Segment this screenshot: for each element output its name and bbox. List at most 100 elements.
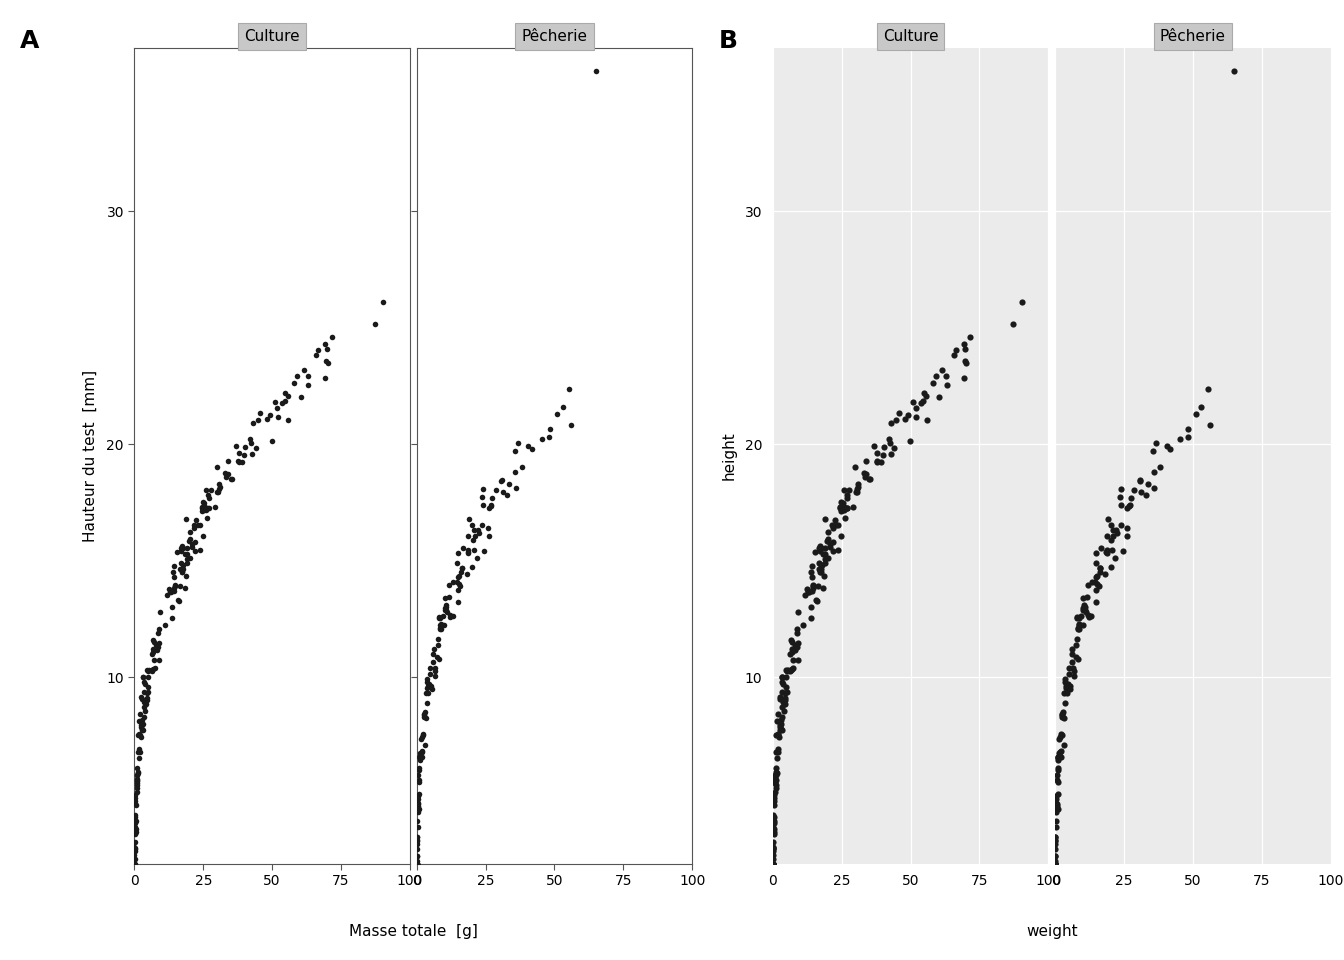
Point (133, 699, 155, 714)
Point (169, 579, 191, 594)
Point (171, 540, 192, 556)
Point (1044, 828, 1066, 844)
Point (195, 499, 216, 515)
Point (409, 749, 430, 764)
Point (124, 856, 145, 872)
Point (157, 581, 179, 596)
Point (1046, 797, 1067, 812)
Point (462, 532, 484, 547)
Point (274, 394, 296, 409)
Point (1074, 600, 1095, 615)
Point (517, 438, 539, 453)
Point (321, 329, 343, 345)
Point (771, 709, 793, 725)
Point (1136, 488, 1157, 503)
Point (829, 499, 851, 515)
Point (1046, 789, 1067, 804)
Point (306, 342, 328, 357)
Point (192, 494, 214, 510)
Point (406, 856, 427, 872)
Point (770, 716, 792, 732)
Point (124, 797, 145, 812)
Point (1046, 813, 1067, 828)
Point (235, 439, 257, 454)
Point (774, 693, 796, 708)
Point (1077, 589, 1098, 605)
Point (435, 602, 457, 617)
Point (1050, 744, 1071, 759)
Point (559, 381, 581, 396)
Point (765, 760, 786, 776)
Point (805, 592, 827, 608)
Point (171, 539, 192, 554)
Point (207, 485, 228, 500)
Point (1052, 737, 1074, 753)
Point (855, 466, 876, 481)
Point (531, 431, 552, 446)
Point (448, 577, 469, 592)
Point (771, 699, 793, 714)
Point (176, 556, 198, 571)
Point (423, 660, 445, 675)
Point (407, 795, 429, 810)
Point (418, 678, 439, 693)
Point (407, 801, 429, 816)
Point (316, 342, 337, 357)
Point (462, 517, 484, 533)
Point (1068, 616, 1090, 632)
Point (468, 525, 489, 540)
Point (126, 771, 148, 786)
Point (472, 517, 493, 533)
Point (781, 633, 802, 648)
Point (407, 792, 429, 807)
Point (245, 441, 266, 456)
Point (161, 611, 183, 626)
Point (126, 775, 148, 790)
Point (805, 544, 827, 560)
Point (132, 721, 153, 736)
Point (410, 732, 431, 747)
Point (452, 561, 473, 576)
Point (176, 551, 198, 566)
Point (191, 500, 212, 516)
Point (823, 534, 844, 549)
Title: Culture: Culture (245, 29, 300, 44)
Point (1145, 436, 1167, 451)
Point (184, 534, 206, 549)
Point (406, 856, 427, 872)
Point (1086, 577, 1107, 592)
Point (1142, 443, 1164, 458)
Point (137, 670, 159, 685)
Point (297, 377, 319, 393)
Point (190, 517, 211, 533)
Point (1142, 465, 1164, 480)
Point (266, 400, 288, 416)
Point (192, 529, 214, 544)
Point (417, 672, 438, 687)
Point (429, 610, 450, 625)
Point (847, 476, 868, 492)
Point (810, 540, 832, 556)
Point (1044, 832, 1066, 848)
Point (137, 684, 159, 700)
Point (859, 471, 880, 487)
Point (767, 728, 789, 743)
Point (164, 578, 185, 593)
Point (411, 744, 433, 759)
Point (1046, 768, 1067, 783)
Point (767, 741, 789, 756)
Point (782, 653, 804, 668)
Point (1044, 849, 1066, 864)
Text: weight: weight (1025, 924, 1078, 939)
Point (1047, 753, 1068, 768)
Point (1047, 760, 1068, 776)
Point (767, 744, 789, 759)
Point (1064, 649, 1086, 664)
Point (833, 499, 855, 515)
Point (429, 621, 450, 636)
Point (124, 840, 145, 855)
Point (255, 411, 277, 426)
Point (149, 653, 171, 668)
Point (814, 556, 836, 571)
Point (163, 559, 184, 574)
